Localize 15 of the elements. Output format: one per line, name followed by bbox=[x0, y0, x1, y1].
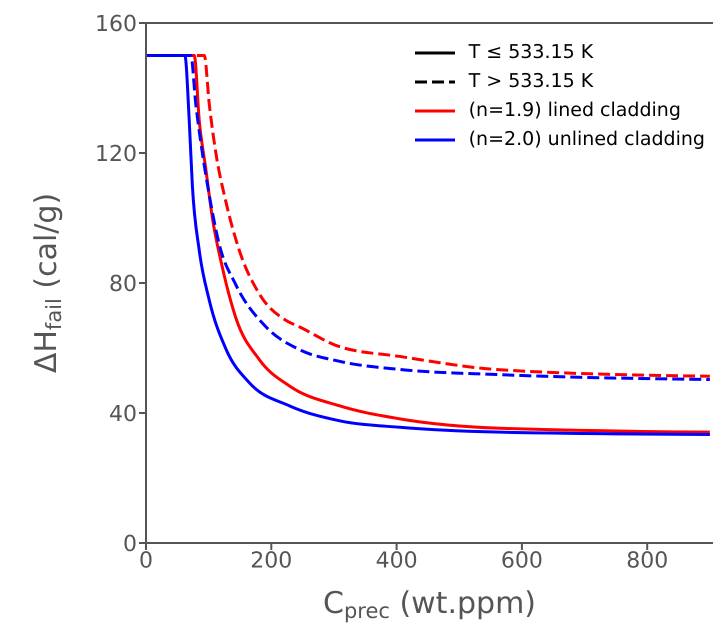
annotation: T ≤ 533.15 K bbox=[468, 40, 594, 65]
y-tick-label: 0 bbox=[123, 532, 137, 557]
x-tick-label: 800 bbox=[626, 548, 668, 574]
legend-label: (n=1.9) lined cladding bbox=[468, 98, 681, 123]
y-tick-label: 160 bbox=[95, 12, 137, 37]
x-tick-label: 400 bbox=[376, 548, 418, 574]
x-axis-title: C$_{prec}$ (wt.ppm) bbox=[322, 586, 536, 624]
x-tick-label: 200 bbox=[250, 548, 292, 574]
y-tick-label: 80 bbox=[109, 272, 137, 297]
x-tick-label: 0 bbox=[139, 548, 153, 574]
y-tick-label: 40 bbox=[109, 402, 137, 427]
annotation: T > 533.15 K bbox=[468, 69, 594, 94]
legend-label: (n=2.0) unlined cladding bbox=[468, 127, 705, 152]
x-tick-label: 600 bbox=[500, 548, 543, 574]
y-tick-label: 120 bbox=[95, 142, 137, 167]
